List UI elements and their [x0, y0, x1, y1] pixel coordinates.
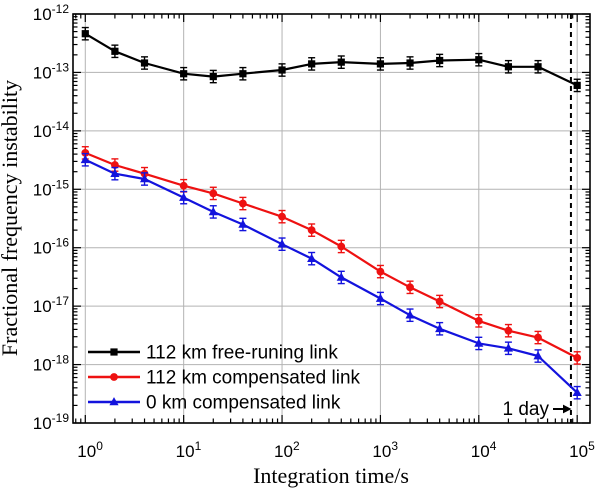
y-tick-label: 10-19 [33, 411, 70, 433]
legend-label-2: 112 km compensated link [146, 368, 361, 389]
legend-item-3: 0 km compensated link [88, 393, 341, 414]
legend-label-3: 0 km compensated link [146, 393, 341, 414]
x-tick-label: 104 [471, 439, 497, 461]
series-112-km-free-runing-link [81, 26, 581, 93]
y-axis-tick-labels: 10-12 10-13 10-14 10-15 10-16 10-17 10-18 10-19 [33, 2, 70, 433]
legend: 112 km free-runing link 112 km compensate… [88, 343, 361, 414]
plot-frame [72, 13, 591, 424]
series-112-km-compensated-link [81, 146, 582, 365]
y-tick-label: 10-18 [33, 353, 70, 375]
y-tick-label: 10-14 [33, 119, 70, 141]
y-tick-label: 10-12 [33, 2, 70, 24]
x-tick-label: 103 [372, 439, 398, 461]
legend-item-1: 112 km free-runing link [88, 343, 338, 364]
legend-label-1: 112 km free-runing link [146, 343, 338, 364]
y-axis-title: Fractional frequency instability [0, 80, 22, 356]
x-axis-title: Integration time/s [253, 463, 409, 488]
x-tick-label: 105 [569, 439, 595, 461]
y-tick-label: 10-15 [33, 177, 70, 199]
x-tick-label: 102 [274, 439, 300, 461]
one-day-label: 1 day [503, 399, 550, 420]
x-tick-label: 100 [77, 439, 103, 461]
one-day-arrow [553, 404, 572, 414]
series-0-km-compensated-link [80, 152, 582, 400]
x-tick-label: 101 [176, 439, 202, 461]
legend-item-2: 112 km compensated link [88, 368, 361, 389]
y-tick-label: 10-13 [33, 60, 70, 82]
x-axis-tick-labels: 100 101 102 103 104 105 [77, 439, 595, 461]
chart-generated-layers: 100 101 102 103 104 10510-1210-1310-1410-1510… [33, 2, 595, 461]
y-tick-label: 10-17 [33, 294, 70, 316]
axis-ticks [73, 13, 590, 424]
y-tick-label: 10-16 [33, 236, 70, 258]
